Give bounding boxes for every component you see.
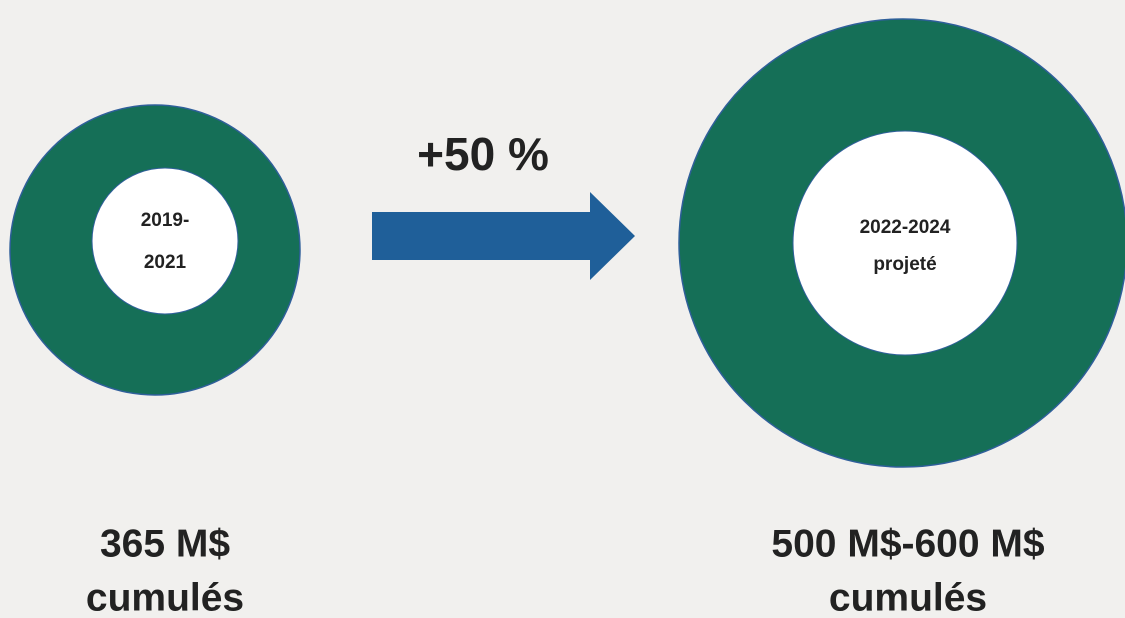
inner-circle bbox=[91, 167, 239, 315]
node-label: 2019- bbox=[141, 210, 190, 231]
arrow bbox=[372, 192, 635, 280]
caption: 365 M$ bbox=[100, 522, 230, 565]
arrow-label: +50 % bbox=[417, 128, 549, 180]
caption: cumulés bbox=[829, 576, 987, 618]
caption: 500 M$-600 M$ bbox=[771, 522, 1044, 565]
node-label: 2021 bbox=[144, 252, 187, 273]
node-label: 2022-2024 bbox=[860, 217, 951, 238]
caption: cumulés bbox=[86, 576, 244, 618]
inner-circle bbox=[792, 130, 1018, 356]
node-label: projeté bbox=[873, 254, 936, 275]
